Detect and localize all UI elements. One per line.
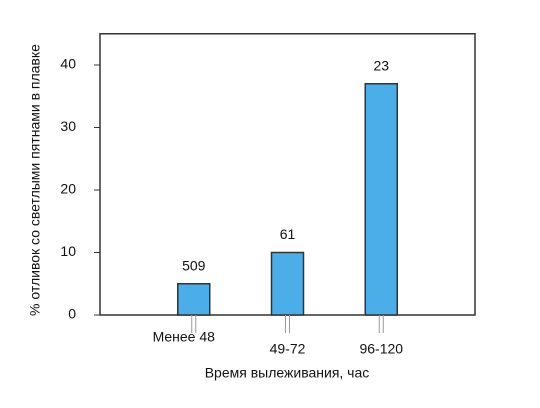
bar-annotation: 61: [280, 226, 296, 242]
y-tick-label: 0: [68, 306, 76, 322]
bar: [177, 283, 211, 316]
bar-annotation: 509: [182, 257, 206, 273]
x-tick-label: 49-72: [270, 341, 306, 357]
y-tick-label: 40: [60, 56, 76, 72]
bar: [270, 251, 305, 316]
y-tick-label: 20: [60, 181, 76, 197]
x-tick-label: Менее 48: [153, 329, 216, 345]
x-tick-label: 96-120: [359, 341, 403, 357]
y-tick-label: 30: [60, 118, 76, 134]
bar-annotation: 23: [373, 57, 389, 73]
x-axis-label: Время вылеживания, час: [205, 365, 370, 381]
bar: [364, 83, 398, 316]
y-tick-label: 10: [60, 243, 76, 259]
y-axis-label: % отливок со светлыми пятнами в плавке: [27, 44, 43, 316]
